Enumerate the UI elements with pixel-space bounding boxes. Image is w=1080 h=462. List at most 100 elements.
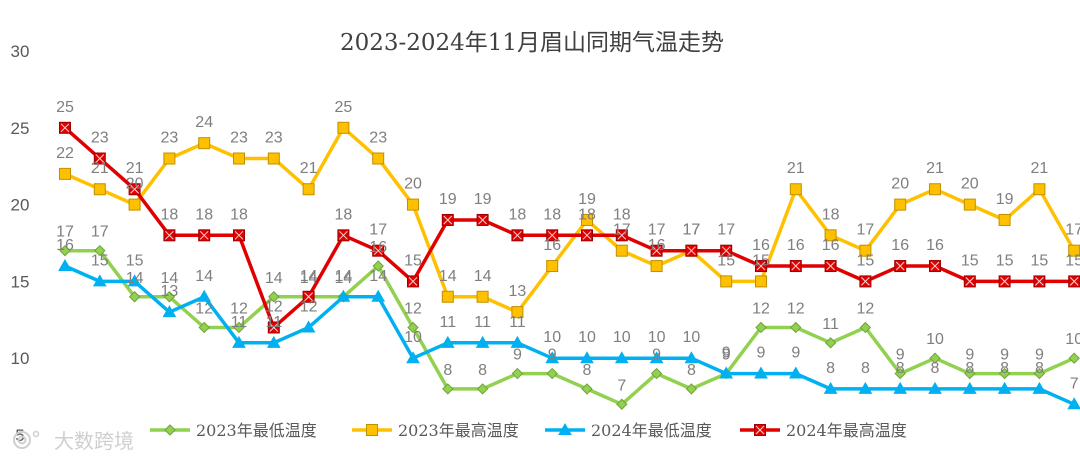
data-point-cross [755, 425, 765, 435]
data-point [59, 244, 71, 257]
legend-item: 2024年最高温度 [740, 421, 907, 440]
data-point [558, 422, 572, 435]
data-point [475, 335, 490, 348]
series-line [63, 126, 1076, 314]
data-point [859, 321, 872, 334]
data-point [407, 275, 419, 288]
data-point [650, 244, 663, 257]
data-point-cross [373, 246, 383, 256]
y-tick-label: 10 [11, 349, 30, 368]
data-label: 9 [965, 347, 974, 364]
y-tick-label: 20 [11, 196, 30, 215]
data-label: 23 [369, 130, 387, 147]
data-point [337, 121, 350, 134]
y-tick-label: 25 [11, 119, 30, 138]
data-label: 15 [996, 252, 1014, 269]
data-point-cross [408, 277, 418, 286]
data-point [267, 152, 280, 165]
legend-item: 2023年最高温度 [352, 421, 519, 440]
data-point-cross [165, 230, 174, 240]
data-point [859, 275, 872, 288]
data-label: 11 [265, 314, 282, 331]
series-2 [59, 121, 1080, 319]
data-label: 14 [265, 270, 283, 287]
data-point [164, 424, 176, 436]
data-point [127, 274, 142, 287]
data-point [232, 335, 246, 348]
data-point [755, 260, 767, 273]
data-label: 10 [613, 329, 631, 346]
data-point-cross [339, 230, 348, 240]
series-line [63, 248, 1076, 407]
data-point [476, 213, 489, 226]
data-label: 8 [687, 362, 696, 379]
data-point [684, 351, 699, 364]
data-label: 9 [791, 345, 800, 362]
data-label: 22 [56, 145, 74, 162]
data-label: 8 [1035, 360, 1044, 377]
data-point [998, 367, 1011, 380]
data-label: 18 [509, 206, 527, 223]
spiral-logo-icon [13, 430, 40, 449]
data-label: 20 [126, 176, 144, 193]
data-label: 13 [161, 283, 179, 300]
data-label: 25 [335, 99, 353, 116]
data-point [371, 289, 386, 302]
data-label: 15 [857, 252, 875, 269]
series-layer [58, 121, 1080, 410]
y-tick-label: 15 [11, 272, 30, 291]
data-point [928, 381, 942, 394]
data-point [719, 366, 734, 379]
data-point [442, 383, 454, 395]
data-label: 19 [996, 191, 1014, 208]
data-label: 9 [548, 347, 557, 364]
data-label: 12 [752, 300, 770, 317]
data-label: 16 [648, 237, 666, 254]
data-label: 17 [648, 222, 666, 239]
data-label: 9 [1035, 347, 1044, 364]
data-point [163, 152, 176, 165]
legend: 2023年最低温度 2023年最高温度 2024年最低温度 2024年最高温度 [150, 421, 907, 440]
data-label: 12 [404, 300, 422, 317]
data-label: 18 [161, 206, 179, 223]
data-label: 8 [583, 362, 592, 379]
data-point-cross [234, 230, 244, 240]
data-point [650, 367, 663, 380]
data-label: 17 [613, 222, 631, 239]
data-label: 17 [56, 224, 74, 241]
data-point [197, 289, 212, 302]
data-point-cross [513, 230, 522, 240]
data-point-cross [826, 261, 835, 271]
data-label: 8 [443, 362, 452, 379]
data-point [476, 383, 489, 395]
data-point [998, 275, 1011, 288]
data-label: 14 [439, 268, 457, 285]
data-label: 23 [91, 130, 109, 147]
data-label: 14 [161, 270, 179, 287]
data-point [788, 366, 803, 379]
legend-label: 2024年最高温度 [786, 421, 907, 440]
data-label: 15 [91, 252, 109, 269]
data-point [372, 244, 385, 257]
data-point [894, 367, 906, 380]
data-label: 17 [857, 222, 875, 239]
data-label: 10 [683, 329, 701, 346]
data-label: 14 [300, 268, 318, 285]
data-label: 16 [926, 237, 944, 254]
data-label: 8 [478, 362, 487, 379]
data-point [545, 351, 560, 364]
data-label: 21 [300, 160, 318, 177]
data-point [546, 260, 559, 273]
data-point-cross [617, 230, 627, 240]
data-label: 15 [961, 252, 979, 269]
legend-item: 2024年最低温度 [545, 421, 712, 440]
data-point [372, 260, 384, 272]
data-label: 23 [230, 130, 248, 147]
y-tick-label: 5 [15, 426, 24, 445]
data-label: 16 [543, 237, 561, 254]
data-label: 15 [126, 252, 144, 269]
data-label: 8 [1000, 360, 1009, 377]
data-label: 9 [722, 345, 731, 362]
data-point [789, 260, 802, 273]
